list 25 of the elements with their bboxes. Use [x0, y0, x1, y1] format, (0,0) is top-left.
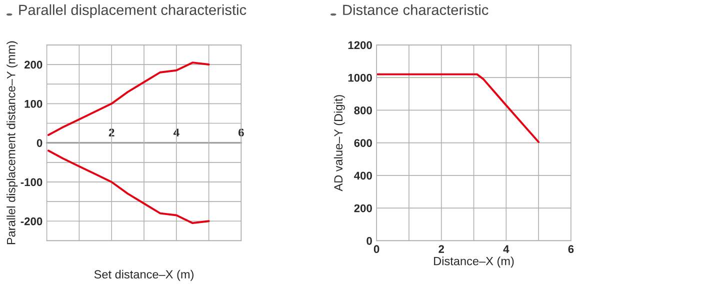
line-series — [47, 62, 210, 136]
y-tick-label: 1000 — [348, 74, 372, 82]
y-tick-label: -200 — [20, 217, 42, 226]
line-series — [47, 150, 210, 224]
x-tick-label: 4 — [503, 245, 510, 253]
y-tick-label: 200 — [354, 204, 372, 212]
x-tick-label: 0 — [374, 245, 380, 254]
y-tick-label: 1200 — [348, 41, 372, 50]
y-tick-label: 400 — [354, 172, 372, 180]
chart-title: Parallel displacement characteristic — [19, 4, 246, 18]
y-tick-label: -100 — [20, 178, 42, 186]
chart-title: Distance characteristic — [343, 4, 488, 16]
y-tick-label: 100 — [24, 100, 42, 108]
y-tick-label: 0 — [36, 139, 42, 147]
y-tick-label: 800 — [354, 106, 372, 114]
line-series — [376, 73, 540, 143]
x-axis-title: Distance–X (m) — [434, 256, 514, 268]
x-tick-label: 6 — [568, 245, 574, 254]
y-tick-label: 200 — [24, 60, 42, 69]
x-axis-title: Set distance–X (m) — [94, 270, 194, 281]
y-tick-label: 0 — [366, 236, 372, 245]
y-axis-title: AD value–Y (Digit) — [334, 95, 345, 192]
y-tick-label: 600 — [354, 139, 372, 147]
x-tick-label: 2 — [438, 245, 444, 253]
y-axis-title: Parallel displacement distance–Y (mm) — [6, 41, 18, 244]
